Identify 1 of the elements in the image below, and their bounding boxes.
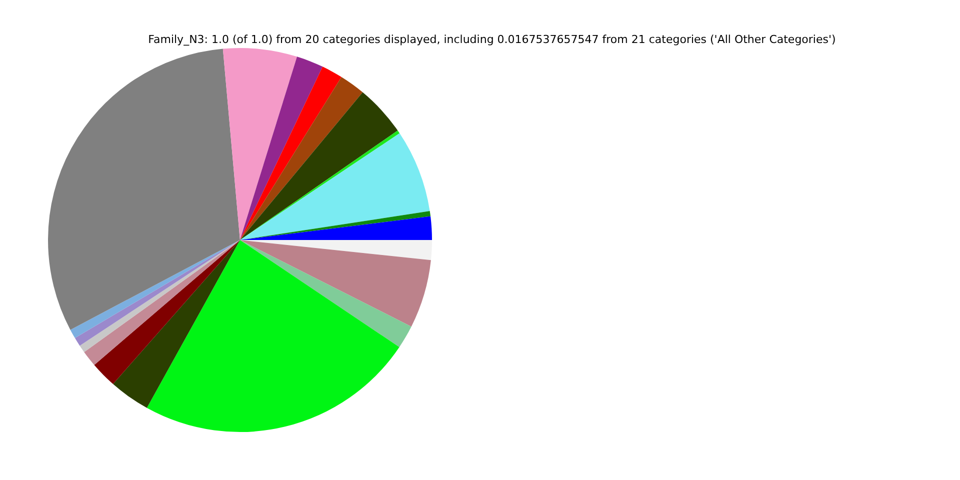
text: Family_N3: 1.0 (of 1.0) from 20 categories displayed, including 0.0167537657547 from 21 categories ('All Other Categories') [147,33,837,46]
